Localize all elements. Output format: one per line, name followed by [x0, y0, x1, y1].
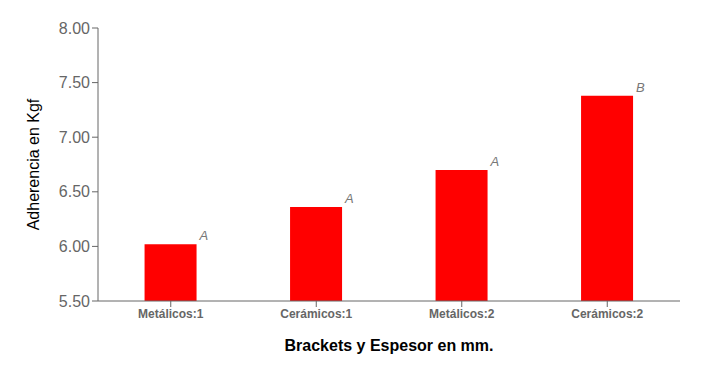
svg-text:Metálicos:1: Metálicos:1: [138, 307, 204, 321]
svg-text:7.50: 7.50: [59, 74, 90, 91]
svg-text:B: B: [636, 80, 645, 95]
svg-text:A: A: [344, 191, 354, 206]
svg-text:A: A: [199, 228, 209, 243]
svg-text:Cerámicos:2: Cerámicos:2: [571, 307, 643, 321]
svg-text:Metálicos:2: Metálicos:2: [429, 307, 495, 321]
svg-text:8.00: 8.00: [59, 20, 90, 37]
svg-text:6.50: 6.50: [59, 183, 90, 200]
svg-text:6.00: 6.00: [59, 238, 90, 255]
svg-text:Brackets y Espesor en mm.: Brackets y Espesor en mm.: [285, 337, 494, 354]
svg-text:7.00: 7.00: [59, 129, 90, 146]
svg-text:A: A: [490, 154, 500, 169]
svg-text:5.50: 5.50: [59, 293, 90, 310]
svg-text:Cerámicos:1: Cerámicos:1: [280, 307, 352, 321]
svg-text:Adherencia en Kgf: Adherencia en Kgf: [25, 98, 42, 230]
